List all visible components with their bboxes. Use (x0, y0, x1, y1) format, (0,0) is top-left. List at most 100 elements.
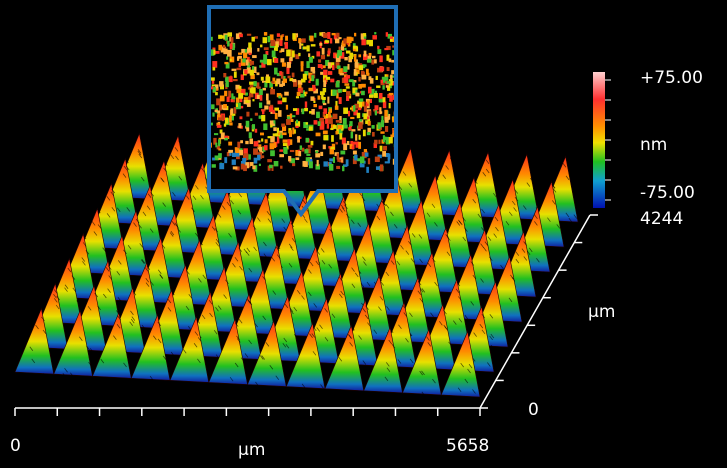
texture-dot (354, 69, 357, 76)
texture-dot (348, 64, 350, 70)
texture-dot (286, 67, 289, 74)
texture-dot (338, 37, 341, 39)
texture-dot (386, 81, 390, 83)
texture-dot (277, 33, 280, 37)
texture-dot (280, 58, 284, 62)
texture-dot (215, 51, 219, 54)
texture-dot (336, 33, 339, 38)
texture-dot (262, 110, 264, 115)
texture-dot (252, 99, 254, 101)
texture-dot (306, 154, 310, 156)
texture-dot (333, 157, 335, 163)
texture-dot (225, 35, 228, 41)
texture-dot (308, 53, 310, 57)
texture-dot (282, 97, 286, 102)
texture-dot (212, 164, 216, 168)
texture-dot (323, 80, 326, 87)
texture-dot (254, 158, 258, 164)
texture-dot (305, 101, 307, 107)
texture-dot (379, 93, 383, 99)
texture-dot (270, 150, 275, 156)
texture-dot (386, 85, 389, 88)
texture-dot (314, 33, 316, 38)
texture-dot (313, 104, 317, 107)
texture-dot (339, 133, 342, 139)
texture-dot (238, 123, 241, 128)
texture-dot (259, 89, 263, 95)
texture-dot (283, 139, 288, 142)
texture-dot (344, 48, 346, 50)
texture-dot (348, 127, 351, 130)
texture-dot (274, 68, 278, 75)
texture-dot (243, 53, 247, 59)
texture-dot (322, 48, 325, 55)
texture-dot (212, 158, 215, 161)
texture-dot (292, 115, 296, 117)
texture-dot (261, 77, 264, 81)
texture-dot (344, 77, 349, 83)
texture-dot (274, 142, 276, 148)
texture-dot (379, 56, 382, 62)
texture-dot (337, 159, 341, 162)
texture-dot (337, 125, 342, 129)
texture-dot (317, 160, 319, 166)
texture-dot (304, 149, 308, 153)
texture-dot (216, 88, 218, 90)
texture-dot (316, 112, 320, 118)
texture-dot (251, 87, 255, 93)
texture-dot (372, 132, 375, 137)
texture-dot (281, 48, 285, 52)
texture-dot (260, 133, 264, 136)
texture-dot (361, 39, 366, 45)
texture-dot (229, 59, 231, 61)
texture-dot (363, 113, 367, 119)
texture-dot (319, 106, 323, 110)
texture-dot (337, 153, 339, 159)
texture-dot (298, 38, 301, 43)
texture-dot (354, 55, 356, 62)
texture-dot (343, 66, 347, 72)
texture-dot (263, 37, 267, 43)
texture-dot (327, 51, 330, 56)
texture-dot (248, 96, 251, 100)
texture-dot (266, 100, 270, 104)
texture-dot (284, 148, 288, 154)
texture-dot (296, 126, 299, 128)
texture-dot (329, 164, 333, 171)
texture-dot (276, 78, 280, 84)
texture-dot (372, 125, 375, 129)
texture-dot (367, 100, 369, 103)
texture-dot (353, 151, 357, 155)
texture-dot (250, 61, 254, 65)
texture-dot (228, 32, 233, 36)
texture-dot (325, 40, 329, 43)
texture-dot (305, 92, 307, 94)
texture-dot (368, 158, 370, 164)
texture-dot (363, 130, 366, 137)
texture-dot (374, 105, 378, 110)
texture-dot (319, 118, 324, 121)
texture-dot (286, 105, 288, 110)
texture-dot (361, 84, 365, 88)
texture-dot (337, 53, 339, 57)
texture-dot (237, 142, 240, 148)
x-axis-end: 5658 (446, 436, 489, 456)
texture-dot (376, 76, 378, 80)
texture-dot (384, 77, 388, 81)
texture-dot (292, 79, 296, 82)
texture-dot (239, 116, 242, 119)
texture-dot (323, 131, 328, 135)
texture-dot (316, 133, 321, 137)
texture-dot (382, 85, 384, 89)
texture-dot (368, 121, 371, 126)
texture-dot (278, 133, 280, 136)
texture-dot (346, 86, 350, 88)
texture-dot (270, 40, 275, 46)
texture-dot (355, 63, 359, 68)
texture-dot (257, 155, 260, 161)
texture-dot (326, 77, 330, 80)
texture-dot (290, 150, 294, 152)
texture-dot (265, 139, 268, 143)
texture-dot (297, 136, 300, 142)
texture-dot (300, 94, 305, 98)
